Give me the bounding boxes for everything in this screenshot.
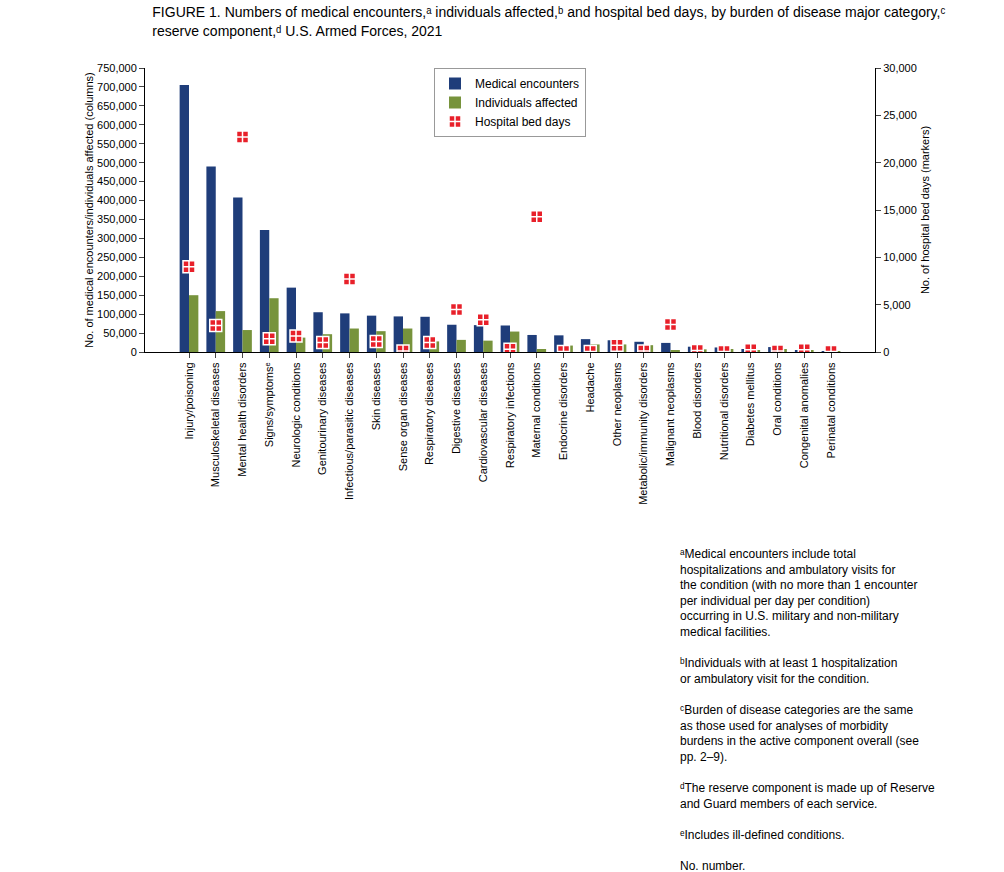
svg-text:0: 0 — [883, 346, 889, 358]
svg-text:Maternal conditions: Maternal conditions — [530, 362, 542, 458]
svg-text:Musculoskeletal diseases: Musculoskeletal diseases — [209, 362, 221, 487]
svg-text:Blood disorders: Blood disorders — [691, 362, 703, 439]
svg-text:No. of medical encounters/indi: No. of medical encounters/individuals af… — [83, 72, 95, 348]
svg-text:30,000: 30,000 — [883, 62, 917, 74]
svg-text:Other neoplasms: Other neoplasms — [611, 362, 623, 446]
svg-text:Medical encounters: Medical encounters — [475, 77, 579, 91]
svg-text:5,000: 5,000 — [883, 299, 911, 311]
svg-text:Diabetes mellitus: Diabetes mellitus — [744, 362, 756, 446]
svg-text:150,000: 150,000 — [97, 289, 137, 301]
svg-text:Endocrine disorders: Endocrine disorders — [557, 362, 569, 460]
svg-text:20,000: 20,000 — [883, 157, 917, 169]
svg-text:Cardiovascular diseases: Cardiovascular diseases — [477, 362, 489, 482]
svg-text:Respiratory diseases: Respiratory diseases — [423, 362, 435, 465]
svg-text:550,000: 550,000 — [97, 138, 137, 150]
svg-text:Respiratory infections: Respiratory infections — [504, 362, 516, 468]
svg-text:Neurologic conditions: Neurologic conditions — [290, 362, 302, 468]
svg-text:700,000: 700,000 — [97, 81, 137, 93]
svg-text:No. of hospital bed days (mark: No. of hospital bed days (markers) — [919, 126, 931, 294]
svg-text:400,000: 400,000 — [97, 194, 137, 206]
svg-text:Mental health disorders: Mental health disorders — [236, 362, 248, 477]
svg-text:Signs/symptomsᵉ: Signs/symptomsᵉ — [263, 362, 275, 447]
svg-text:Headache: Headache — [584, 362, 596, 412]
svg-text:ᵃMedical encounters include to: ᵃMedical encounters include totalhospita… — [680, 547, 935, 872]
svg-text:Metabolic/immunity disorders: Metabolic/immunity disorders — [637, 362, 649, 505]
svg-text:Nutritional disorders: Nutritional disorders — [718, 362, 730, 460]
svg-text:250,000: 250,000 — [97, 251, 137, 263]
svg-text:Perinatal conditions: Perinatal conditions — [825, 362, 837, 459]
svg-text:Sense organ diseases: Sense organ diseases — [397, 362, 409, 471]
svg-text:350,000: 350,000 — [97, 213, 137, 225]
svg-text:10,000: 10,000 — [883, 251, 917, 263]
svg-text:750,000: 750,000 — [97, 62, 137, 74]
svg-text:300,000: 300,000 — [97, 232, 137, 244]
svg-text:100,000: 100,000 — [97, 308, 137, 320]
svg-text:0: 0 — [131, 346, 137, 358]
svg-text:Injury/poisoning: Injury/poisoning — [183, 362, 195, 439]
svg-text:Congenital anomalies: Congenital anomalies — [798, 362, 810, 468]
svg-text:Malignant neoplasms: Malignant neoplasms — [664, 362, 676, 466]
svg-text:25,000: 25,000 — [883, 109, 917, 121]
svg-text:Digestive diseases: Digestive diseases — [450, 362, 462, 454]
svg-text:15,000: 15,000 — [883, 204, 917, 216]
svg-text:Individuals affected: Individuals affected — [475, 96, 578, 110]
svg-text:50,000: 50,000 — [103, 327, 137, 339]
svg-text:650,000: 650,000 — [97, 100, 137, 112]
svg-text:FIGURE 1. Numbers of medical e: FIGURE 1. Numbers of medical encounters,… — [152, 4, 945, 38]
svg-text:Infectious/parasitic diseases: Infectious/parasitic diseases — [343, 362, 355, 500]
svg-text:600,000: 600,000 — [97, 119, 137, 131]
svg-text:Oral conditions: Oral conditions — [771, 362, 783, 436]
svg-text:500,000: 500,000 — [97, 157, 137, 169]
svg-text:200,000: 200,000 — [97, 270, 137, 282]
svg-text:450,000: 450,000 — [97, 175, 137, 187]
svg-text:Genitourinary diseases: Genitourinary diseases — [316, 362, 328, 475]
svg-text:Skin diseases: Skin diseases — [370, 362, 382, 430]
svg-text:Hospital bed days: Hospital bed days — [475, 115, 570, 129]
